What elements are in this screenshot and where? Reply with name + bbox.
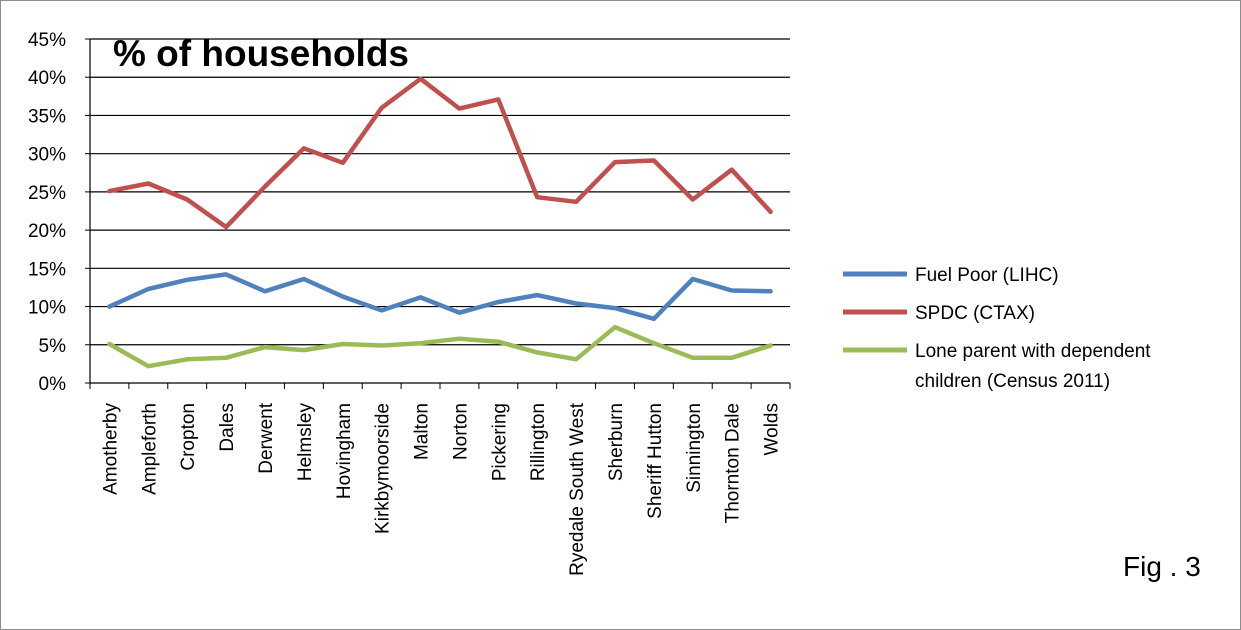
y-tick-label: 35% [28,106,66,127]
axes: 0% 5% 10% 15% 20% 25% 30% 35% 40% 45% Amotherby Amp… [28,30,791,576]
x-tick-label: Amotherby [100,403,121,495]
y-tick-label: 25% [28,183,66,204]
x-tick-label: Cropton [178,403,199,471]
y-tick-label: 20% [28,221,66,242]
y-tick-label: 40% [28,68,66,89]
x-tick-label: Sinnington [684,403,705,493]
grid [90,38,790,346]
legend-label: Lone parent with dependent children (Cens… [915,341,1151,392]
x-tick-label: Pickering [489,403,510,481]
y-tick-label: 5% [39,336,67,357]
legend-label: SPDC (CTAX) [915,303,1035,324]
x-tick-label: Derwent [256,402,277,473]
x-tick-label: Ryedale South West [567,402,588,576]
x-tick-label: Kirkbymoorside [373,403,394,534]
x-tick-label: Rillington [528,403,549,481]
series-line [107,272,773,322]
legend: Fuel Poor (LIHC) SPDC (CTAX) Lone parent w… [843,265,1151,392]
figure-label: Fig . 3 [1123,551,1201,582]
legend-label: Fuel Poor (LIHC) [915,265,1059,286]
x-tick-label: Wolds [762,403,783,455]
x-tick-label: Malton [412,403,433,460]
x-tick-label: Hovingham [334,403,355,499]
series-lines [107,76,773,369]
y-tick-label: 0% [39,374,67,395]
x-tick-label: Sheriff Hutton [645,403,666,519]
y-tick-label: 10% [28,298,66,319]
x-tick-label: Helmsley [295,403,316,482]
x-tick-label: Sherburn [606,403,627,481]
y-tick-label: 45% [28,30,66,51]
series-line [107,324,773,369]
x-tick-label: Dales [217,403,238,452]
y-tick-label: 30% [28,145,66,166]
x-tick-label: Thornton Dale [723,403,744,523]
x-tick-label: Ampleforth [139,403,160,495]
y-tick-label: 15% [28,259,66,280]
chart-title: % of households [113,33,409,74]
x-tick-label: Norton [450,403,471,460]
series-line [107,76,773,230]
